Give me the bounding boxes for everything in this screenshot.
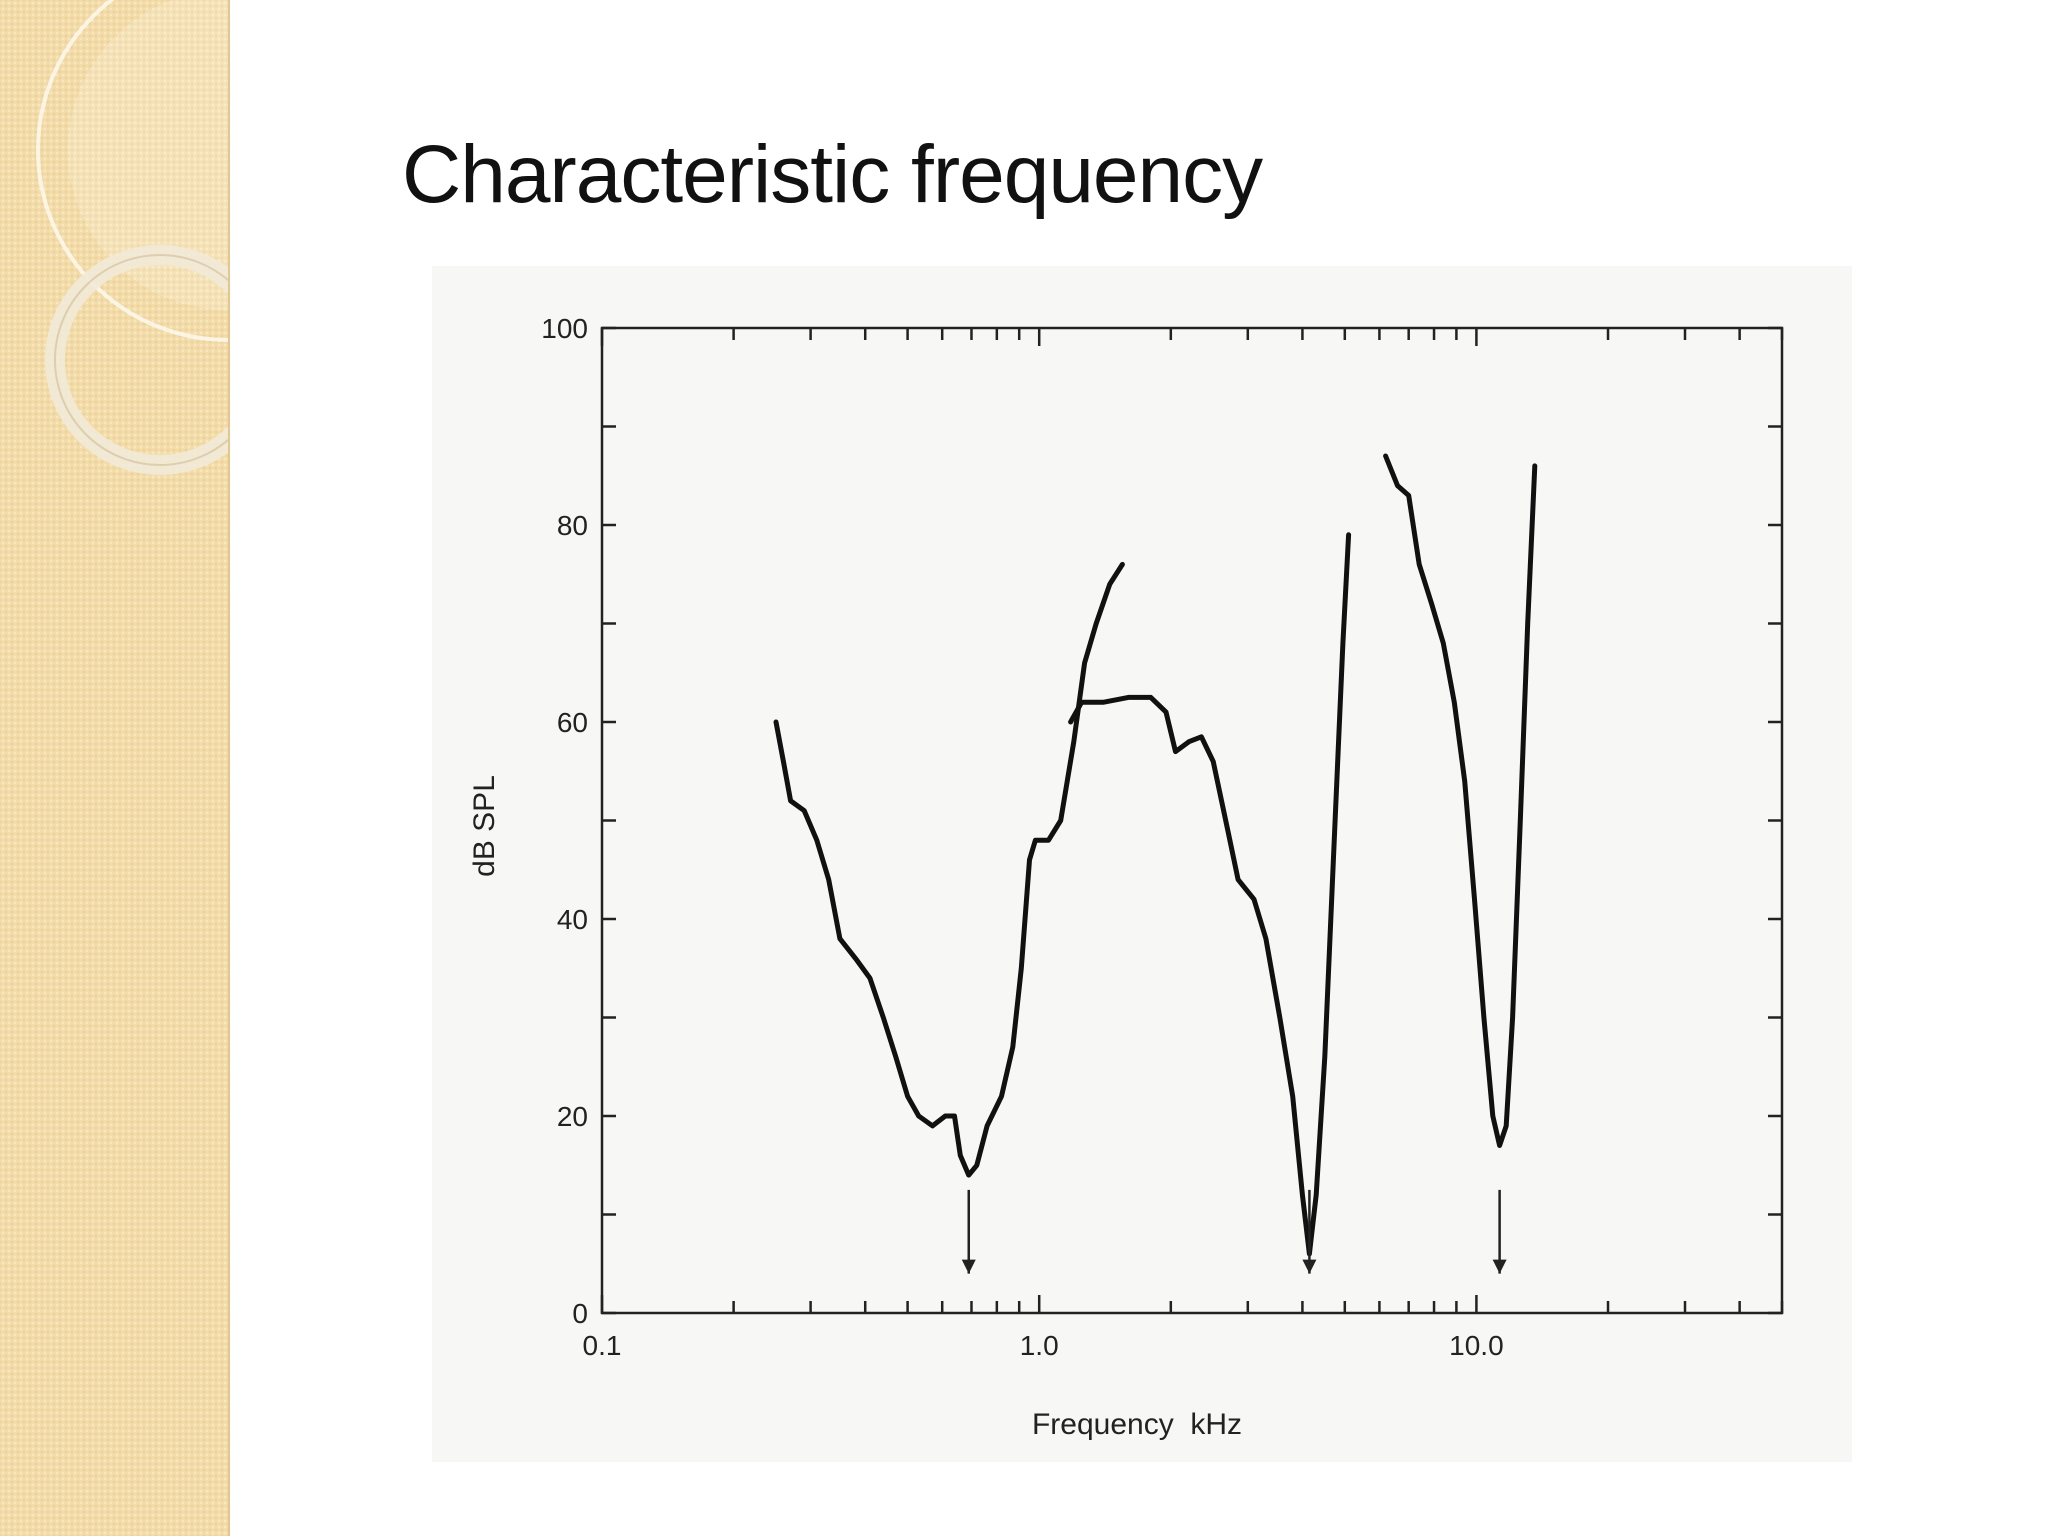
x-tick-label: 1.0 [1020,1330,1059,1361]
plot-area-frame [600,326,1784,1315]
x-axis-title: Frequency kHz [1032,1408,1242,1441]
cf-arrow-head [1492,1259,1507,1274]
decorative-rings-icon [36,0,228,475]
y-tick-label: 60 [557,707,588,738]
y-axis-title: dB SPL [468,775,501,877]
chart-figure: 0 20 40 60 80 100 0.1 1.0 10.0 dB SPL Frequency… [432,266,1852,1462]
cf-arrow-head [1302,1259,1317,1274]
tuning-curve-2 [1068,532,1352,1257]
slide-title: Characteristic frequency [402,129,1263,220]
side-decoration-panel [0,0,230,1536]
y-tick-label: 100 [541,313,588,344]
y-tick-label: 20 [557,1101,588,1132]
tuning-curve-3 [1383,453,1538,1148]
tuning-curve-1 [773,561,1125,1178]
x-tick-label: 0.1 [583,1330,622,1361]
cf-arrow-head [961,1259,976,1274]
threshold-tuning-chart: 0 20 40 60 80 100 0.1 1.0 10.0 dB SPL Frequency… [468,313,1784,1441]
y-tick-label: 40 [557,904,588,935]
y-tick-label: 0 [572,1298,588,1329]
y-tick-label: 80 [557,510,588,541]
x-tick-label: 10.0 [1449,1330,1504,1361]
